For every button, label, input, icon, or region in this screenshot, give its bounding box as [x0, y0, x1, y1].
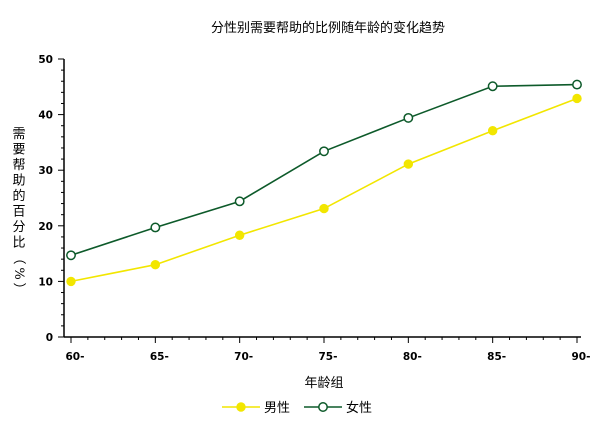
- y-axis-label-char: ）: [11, 282, 26, 295]
- x-tick-label: 75-: [319, 351, 338, 363]
- y-axis-label-char: 百: [12, 205, 25, 220]
- y-ticks: 0 10 20 30 40 50: [38, 54, 64, 344]
- chart-title: 分性别需要帮助的比例随年龄的变化趋势: [211, 20, 445, 36]
- series-line-男性: [70, 97, 578, 283]
- y-tick-label: 30: [38, 165, 53, 177]
- y-tick-label: 20: [38, 221, 53, 233]
- x-tick-label: 80-: [403, 351, 422, 363]
- data-point: [234, 196, 245, 207]
- data-point: [319, 203, 329, 214]
- x-ticks: 60- 65- 70- 75- 80- 85- 90-: [66, 337, 591, 363]
- y-axis-label-char: 帮: [12, 158, 25, 173]
- data-point: [234, 230, 245, 240]
- y-axis-label-char: 需: [12, 127, 25, 142]
- y-axis-label-char: 分: [12, 220, 25, 235]
- x-tick-label: 65-: [150, 351, 169, 363]
- legend-label: 男性: [264, 401, 290, 416]
- series-line-女性: [70, 83, 578, 257]
- y-axis-label-char: 比: [12, 236, 25, 251]
- data-point: [150, 222, 161, 233]
- data-point: [572, 93, 582, 104]
- legend-marker: [236, 402, 246, 412]
- y-tick-label: 10: [38, 276, 53, 288]
- y-axis-label-char: 助: [12, 174, 25, 189]
- data-point: [487, 126, 498, 136]
- x-tick-label: 60-: [66, 351, 85, 363]
- data-point: [66, 276, 76, 287]
- y-tick-label: 50: [38, 54, 53, 66]
- y-axis-label-char: %: [11, 267, 26, 279]
- data-point: [572, 79, 582, 90]
- data-point: [150, 260, 161, 270]
- series-layer: [66, 79, 582, 287]
- y-tick-label: 0: [46, 332, 53, 344]
- data-point: [66, 250, 76, 261]
- y-axis-label-char: （: [11, 251, 26, 264]
- y-axis-label-char: 的: [12, 188, 25, 204]
- data-point: [319, 146, 329, 157]
- legend-marker: [318, 402, 328, 412]
- legend-label: 女性: [346, 400, 372, 416]
- y-tick-label: 40: [38, 110, 53, 122]
- x-tick-label: 85-: [487, 351, 506, 363]
- y-axis-label-char: 要: [12, 143, 25, 158]
- data-point: [403, 112, 414, 123]
- data-point: [403, 159, 414, 169]
- x-tick-label: 90-: [572, 351, 591, 363]
- x-tick-label: 70-: [234, 351, 253, 363]
- x-axis-label: 年龄组: [304, 376, 343, 391]
- data-point: [487, 81, 498, 92]
- legend: 男性 女性: [222, 400, 372, 416]
